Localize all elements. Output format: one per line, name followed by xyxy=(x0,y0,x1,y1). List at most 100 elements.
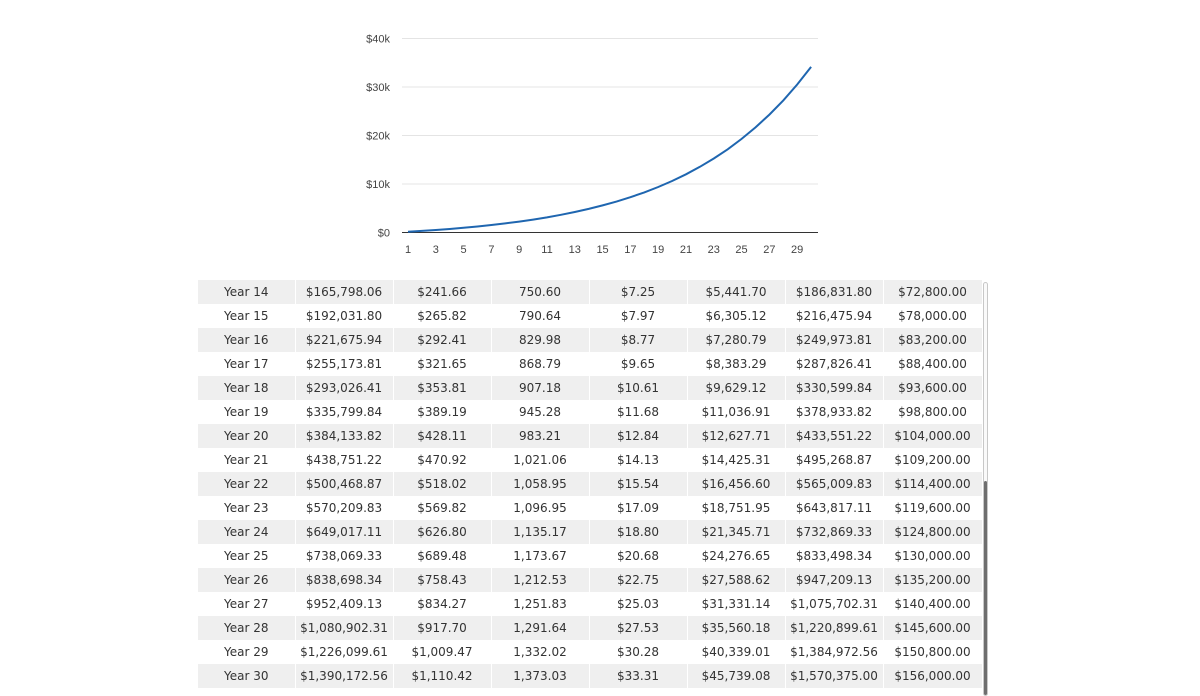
balance-cell: $438,751.22 xyxy=(295,448,394,472)
col6-cell: $40,339.01 xyxy=(687,640,786,664)
col5-cell: $15.54 xyxy=(589,472,688,496)
col4-cell: 1,332.02 xyxy=(491,640,590,664)
series-line xyxy=(407,66,812,233)
col4-cell: 790.64 xyxy=(491,304,590,328)
col7-cell: $495,268.87 xyxy=(785,448,884,472)
col4-cell: 1,173.67 xyxy=(491,544,590,568)
balance-cell: $570,209.83 xyxy=(295,496,394,520)
col6-cell: $24,276.65 xyxy=(687,544,786,568)
x-tick-label: 27 xyxy=(763,244,775,256)
col4-cell: 868.79 xyxy=(491,352,590,376)
x-tick-label: 19 xyxy=(652,244,664,256)
col5-cell: $20.68 xyxy=(589,544,688,568)
scrollbar-thumb[interactable] xyxy=(984,481,987,695)
col8-cell: $104,000.00 xyxy=(883,424,982,448)
table-row: Year 28 $1,080,902.31 $917.70 1,291.64 $27.5… xyxy=(198,616,982,640)
table-row: Year 26 $838,698.34 $758.43 1,212.53 $22.75 $… xyxy=(198,568,982,592)
col3-cell: $834.27 xyxy=(393,592,492,616)
col7-cell: $249,973.81 xyxy=(785,328,884,352)
col7-cell: $378,933.82 xyxy=(785,400,884,424)
table-row: Year 21 $438,751.22 $470.92 1,021.06 $14.13 $… xyxy=(198,448,982,472)
year-label: Year 22 xyxy=(198,472,296,496)
y-tick-label: $0 xyxy=(378,228,390,240)
col6-cell: $27,588.62 xyxy=(687,568,786,592)
col8-cell: $124,800.00 xyxy=(883,520,982,544)
col4-cell: 945.28 xyxy=(491,400,590,424)
balance-cell: $221,675.94 xyxy=(295,328,394,352)
year-label: Year 18 xyxy=(198,376,296,400)
col8-cell: $88,400.00 xyxy=(883,352,982,376)
year-label: Year 14 xyxy=(198,280,296,304)
table-row: Year 23 $570,209.83 $569.82 1,096.95 $17.09 $… xyxy=(198,496,982,520)
col4-cell: 1,021.06 xyxy=(491,448,590,472)
col7-cell: $565,009.83 xyxy=(785,472,884,496)
table-row: Year 24 $649,017.11 $626.80 1,135.17 $18.80 $… xyxy=(198,520,982,544)
x-tick-label: 17 xyxy=(624,244,636,256)
year-label: Year 29 xyxy=(198,640,296,664)
col8-cell: $156,000.00 xyxy=(883,664,982,688)
col7-cell: $287,826.41 xyxy=(785,352,884,376)
col5-cell: $12.84 xyxy=(589,424,688,448)
col7-cell: $732,869.33 xyxy=(785,520,884,544)
col5-cell: $10.61 xyxy=(589,376,688,400)
col6-cell: $14,425.31 xyxy=(687,448,786,472)
col8-cell: $140,400.00 xyxy=(883,592,982,616)
col6-cell: $18,751.95 xyxy=(687,496,786,520)
chart-gridlines xyxy=(402,38,818,233)
year-label: Year 27 xyxy=(198,592,296,616)
col5-cell: $25.03 xyxy=(589,592,688,616)
balance-cell: $293,026.41 xyxy=(295,376,394,400)
x-tick-label: 5 xyxy=(461,244,467,256)
col6-cell: $21,345.71 xyxy=(687,520,786,544)
col5-cell: $14.13 xyxy=(589,448,688,472)
table-row: Year 16 $221,675.94 $292.41 829.98 $8.77 $7,2… xyxy=(198,328,982,352)
col3-cell: $265.82 xyxy=(393,304,492,328)
x-tick-label: 11 xyxy=(541,244,552,256)
col4-cell: 1,251.83 xyxy=(491,592,590,616)
col6-cell: $12,627.71 xyxy=(687,424,786,448)
col4-cell: 1,373.03 xyxy=(491,664,590,688)
col4-cell: 750.60 xyxy=(491,280,590,304)
col6-cell: $31,331.14 xyxy=(687,592,786,616)
balance-cell: $500,468.87 xyxy=(295,472,394,496)
col3-cell: $389.19 xyxy=(393,400,492,424)
year-label: Year 17 xyxy=(198,352,296,376)
col8-cell: $98,800.00 xyxy=(883,400,982,424)
balance-cell: $165,798.06 xyxy=(295,280,394,304)
col6-cell: $5,441.70 xyxy=(687,280,786,304)
col6-cell: $45,739.08 xyxy=(687,664,786,688)
col8-cell: $78,000.00 xyxy=(883,304,982,328)
x-tick-label: 7 xyxy=(488,244,494,256)
col3-cell: $569.82 xyxy=(393,496,492,520)
year-label: Year 20 xyxy=(198,424,296,448)
col3-cell: $626.80 xyxy=(393,520,492,544)
col3-cell: $1,110.42 xyxy=(393,664,492,688)
balance-cell: $1,226,099.61 xyxy=(295,640,394,664)
projection-table-container[interactable]: Year 14 $165,798.06 $241.66 750.60 $7.25 $5,4… xyxy=(198,280,982,690)
balance-cell: $649,017.11 xyxy=(295,520,394,544)
col5-cell: $11.68 xyxy=(589,400,688,424)
col6-cell: $7,280.79 xyxy=(687,328,786,352)
col5-cell: $9.65 xyxy=(589,352,688,376)
col3-cell: $321.65 xyxy=(393,352,492,376)
col3-cell: $241.66 xyxy=(393,280,492,304)
col7-cell: $643,817.11 xyxy=(785,496,884,520)
col6-cell: $9,629.12 xyxy=(687,376,786,400)
x-tick-label: 9 xyxy=(516,244,522,256)
table-row: Year 19 $335,799.84 $389.19 945.28 $11.68 $11… xyxy=(198,400,982,424)
table-scrollbar[interactable] xyxy=(983,282,988,696)
col3-cell: $917.70 xyxy=(393,616,492,640)
y-tick-label: $30k xyxy=(366,82,390,94)
balance-cell: $255,173.81 xyxy=(295,352,394,376)
col7-cell: $216,475.94 xyxy=(785,304,884,328)
table-row: Year 15 $192,031.80 $265.82 790.64 $7.97 $6,3… xyxy=(198,304,982,328)
col3-cell: $428.11 xyxy=(393,424,492,448)
col5-cell: $18.80 xyxy=(589,520,688,544)
col5-cell: $27.53 xyxy=(589,616,688,640)
year-label: Year 23 xyxy=(198,496,296,520)
table-row: Year 20 $384,133.82 $428.11 983.21 $12.84 $12… xyxy=(198,424,982,448)
table-row: Year 27 $952,409.13 $834.27 1,251.83 $25.03 $… xyxy=(198,592,982,616)
col7-cell: $1,075,702.31 xyxy=(785,592,884,616)
col5-cell: $30.28 xyxy=(589,640,688,664)
col5-cell: $8.77 xyxy=(589,328,688,352)
